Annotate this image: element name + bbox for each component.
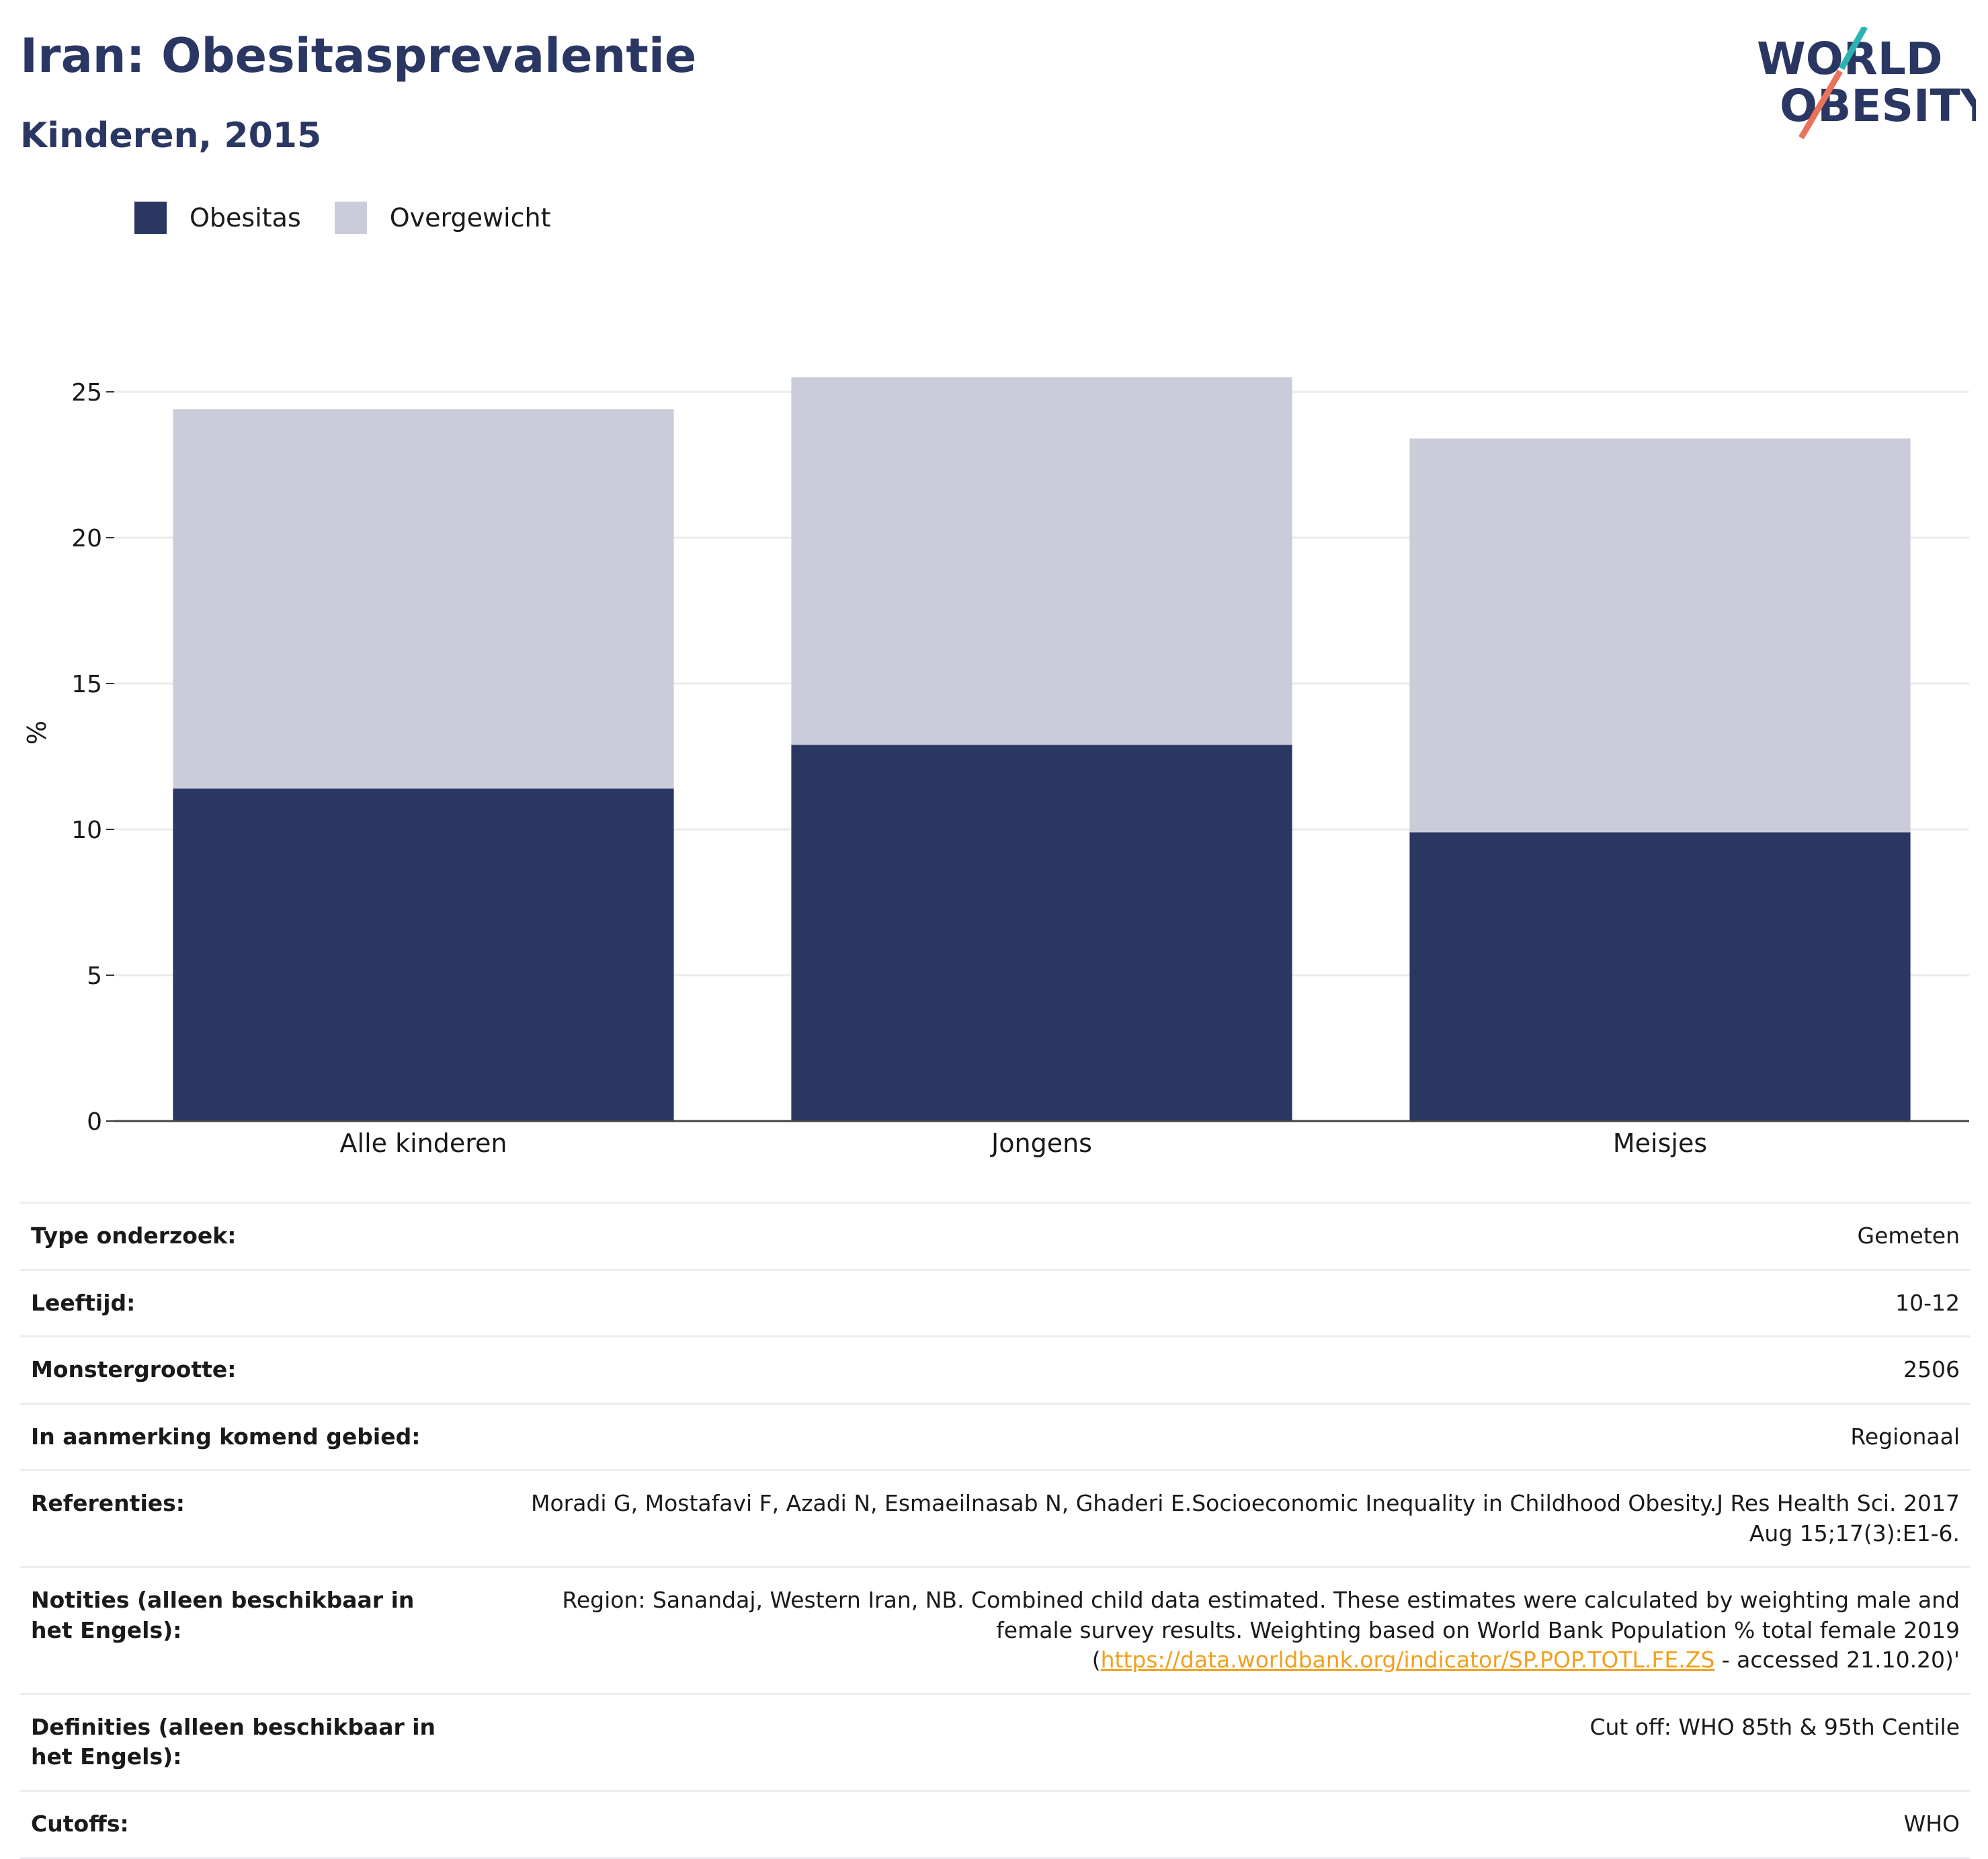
legend-label-obesitas: Obesitas	[190, 203, 301, 233]
info-label: Referenties:	[20, 1469, 472, 1569]
logo-accent-teal	[1839, 27, 1868, 71]
info-row-definitions: Definities (alleen beschikbaar in het En…	[20, 1692, 1971, 1792]
info-row-type: Type onderzoek: Gemeten	[20, 1202, 1971, 1271]
legend-swatch-obesitas	[134, 202, 167, 234]
worldbank-link[interactable]: https://data.worldbank.org/indicator/SP.…	[1100, 1647, 1715, 1674]
info-label: Leeftijd:	[20, 1268, 472, 1338]
info-label: Notities (alleen beschikbaar in het Enge…	[20, 1566, 472, 1695]
legend-swatch-overgewicht	[334, 202, 367, 234]
info-label: Type onderzoek:	[20, 1202, 472, 1271]
legend-item-overgewicht[interactable]: Overgewicht	[334, 202, 551, 234]
info-value: Region: Sanandaj, Western Iran, NB. Comb…	[472, 1566, 1971, 1695]
world-obesity-logo: WORLD OBESITY	[1757, 27, 1976, 140]
y-axis-label: %	[22, 720, 52, 745]
info-value: 2506	[472, 1335, 1971, 1405]
y-tick-label: 5	[87, 962, 102, 990]
info-label: Cutoffs:	[20, 1790, 472, 1859]
bar-obesitas	[1409, 832, 1911, 1121]
info-label: Monstergrootte:	[20, 1335, 472, 1405]
info-table: Type onderzoek: Gemeten Leeftijd: 10-12 …	[20, 1202, 1971, 1859]
bar-obesitas	[173, 788, 674, 1121]
info-value: WHO	[472, 1790, 1971, 1859]
info-label: In aanmerking komend gebied:	[20, 1402, 472, 1472]
x-tick-label: Jongens	[990, 1128, 1092, 1158]
info-value: Cut off: WHO 85th & 95th Centile	[472, 1692, 1971, 1792]
bar-obesitas	[791, 745, 1292, 1121]
bar-overgewicht	[1409, 438, 1911, 833]
info-value: 10-12	[472, 1268, 1971, 1338]
notes-text-post: - accessed 21.10.20)'	[1714, 1647, 1960, 1674]
info-row-sample: Monstergrootte: 2506	[20, 1335, 1971, 1405]
logo-accent-coral	[1798, 69, 1843, 140]
info-row-notes: Notities (alleen beschikbaar in het Enge…	[20, 1566, 1971, 1695]
y-tick-label: 25	[71, 379, 102, 407]
y-tick-label: 0	[87, 1108, 102, 1136]
info-row-area: In aanmerking komend gebied: Regionaal	[20, 1402, 1971, 1472]
bar-overgewicht	[791, 377, 1292, 745]
page-title: Iran: Obesitasprevalentie	[20, 28, 697, 83]
info-label: Definities (alleen beschikbaar in het En…	[20, 1692, 472, 1792]
info-row-cutoffs: Cutoffs: WHO	[20, 1790, 1971, 1859]
notes-text-pre: Region: Sanandaj, Western Iran, NB. Comb…	[562, 1587, 1960, 1674]
info-row-age: Leeftijd: 10-12	[20, 1268, 1971, 1338]
x-tick-label: Meisjes	[1613, 1128, 1707, 1158]
info-value: Moradi G, Mostafavi F, Azadi N, Esmaeiln…	[472, 1469, 1971, 1569]
info-row-references: Referenties: Moradi G, Mostafavi F, Azad…	[20, 1469, 1971, 1569]
y-tick-label: 20	[71, 525, 102, 552]
bar-overgewicht	[173, 409, 674, 789]
info-value: Gemeten	[472, 1202, 1971, 1271]
legend-label-overgewicht: Overgewicht	[389, 203, 551, 233]
bar-chart: 0 5 10 15 20 25% Alle kinderen Jongens Meisjes	[22, 377, 1969, 1158]
chart-legend: Obesitas Overgewicht	[134, 199, 585, 237]
y-tick-label: 15	[71, 671, 102, 698]
y-tick-label: 10	[71, 817, 102, 844]
info-value: Regionaal	[472, 1402, 1971, 1472]
legend-item-obesitas[interactable]: Obesitas	[134, 202, 301, 234]
page-subtitle: Kinderen, 2015	[20, 116, 322, 156]
x-tick-label: Alle kinderen	[340, 1128, 507, 1158]
